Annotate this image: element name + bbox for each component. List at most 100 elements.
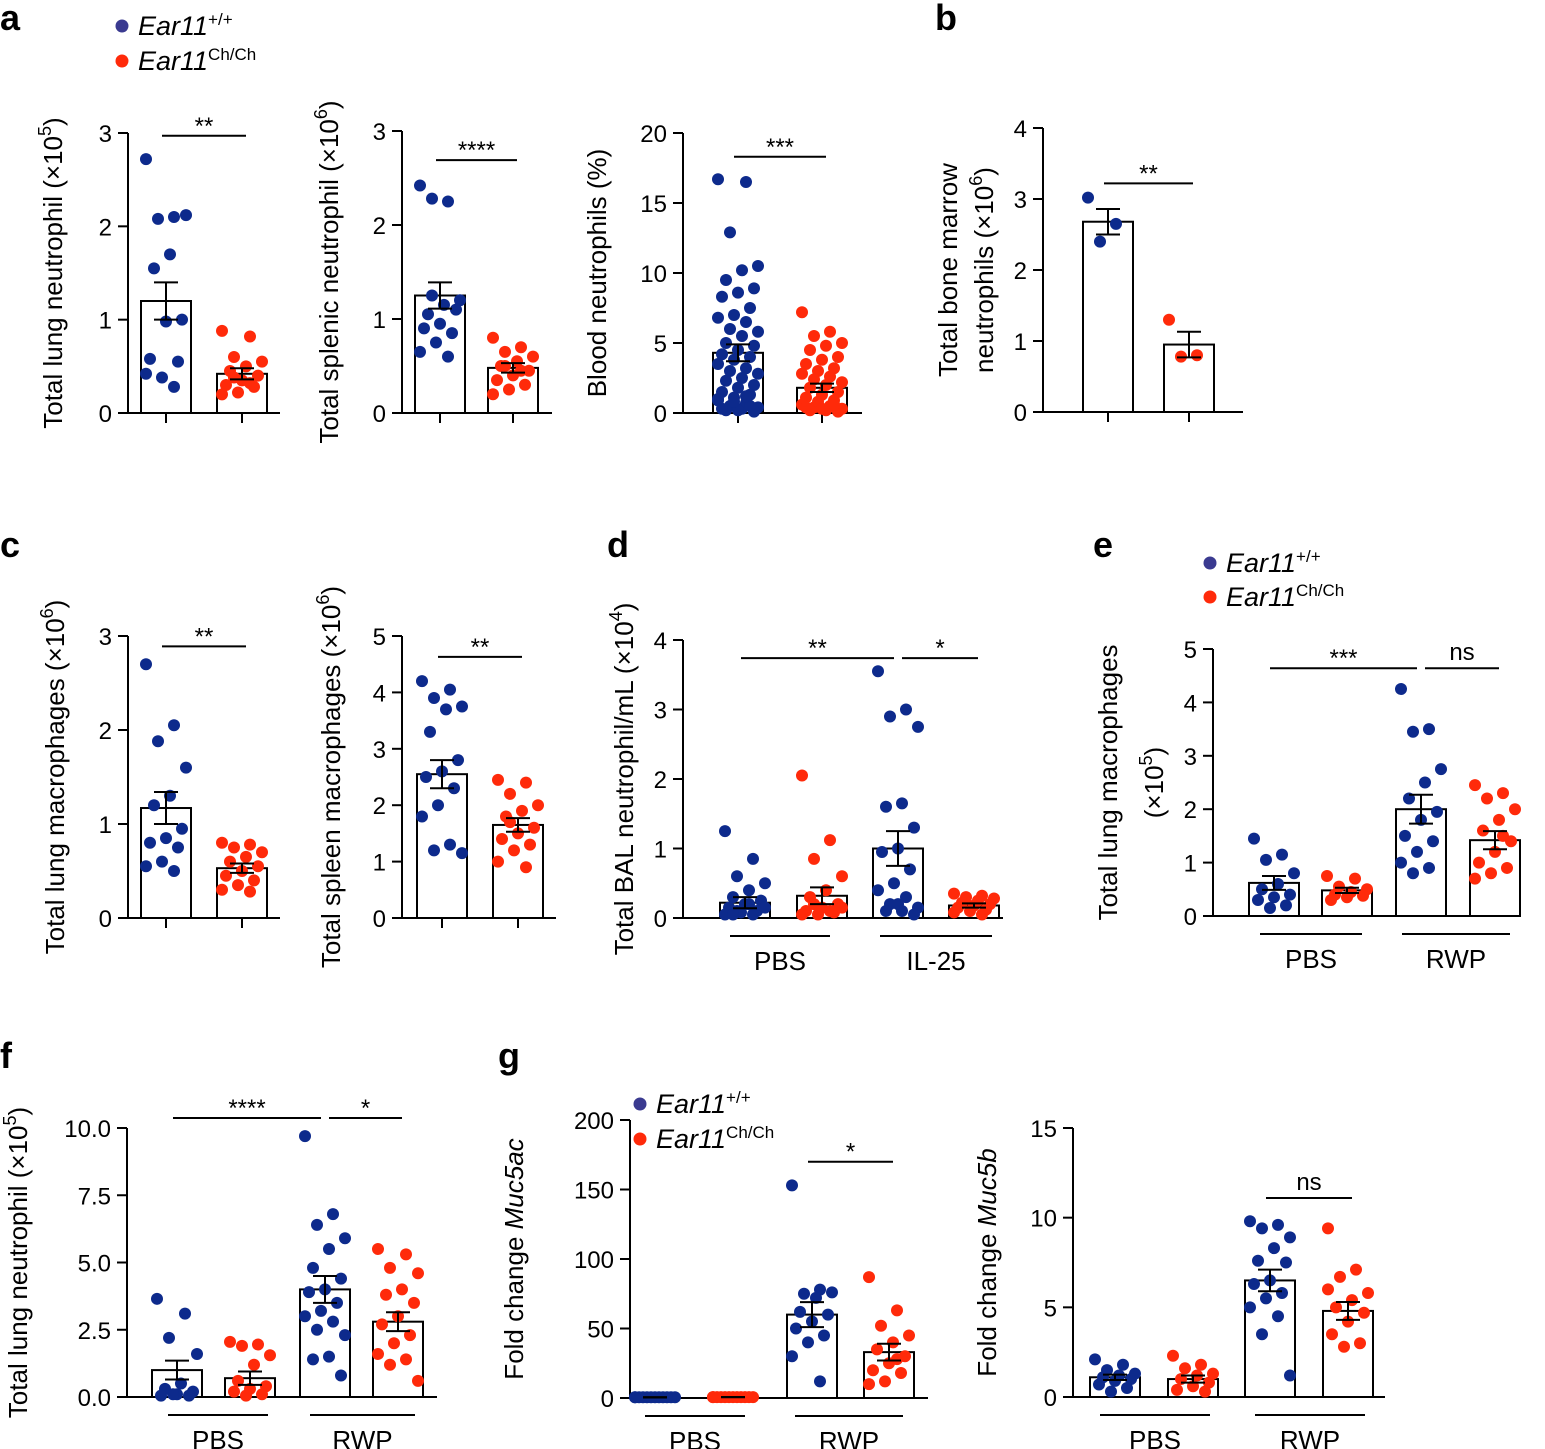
legend-marker-mut — [115, 54, 129, 68]
data-point — [515, 341, 527, 354]
data-point — [168, 865, 180, 877]
data-point — [216, 883, 228, 896]
data-point — [224, 1335, 236, 1348]
y-tick-label: 15 — [1030, 1116, 1057, 1143]
bar-group-mut — [1321, 869, 1373, 917]
data-point — [1321, 869, 1333, 882]
data-point — [800, 358, 812, 370]
data-point — [748, 339, 760, 352]
data-point — [804, 381, 816, 394]
y-tick-label: 2 — [1014, 258, 1027, 285]
data-point — [1497, 829, 1509, 842]
data-point — [818, 1329, 830, 1342]
data-point — [836, 376, 848, 389]
data-point — [1357, 889, 1369, 902]
data-point — [1341, 891, 1353, 904]
y-tick-label: 4 — [654, 628, 667, 655]
y-tick-label: 2.5 — [78, 1318, 111, 1345]
panel-letter-e: e — [1093, 524, 1113, 565]
y-tick-label: 1 — [373, 307, 386, 334]
y-tick-label: 0 — [654, 401, 667, 428]
data-point — [414, 345, 426, 358]
y-tick-label: 0 — [654, 906, 667, 933]
data-point — [1268, 1242, 1280, 1255]
y-tick-label: 3 — [373, 737, 386, 764]
legend-e: Ear11+/+Ear11Ch/Ch — [1203, 547, 1344, 612]
data-point — [1469, 872, 1481, 885]
data-point — [244, 330, 256, 343]
legend-label-mut: Ear11Ch/Ch — [138, 45, 256, 76]
data-point — [1089, 1353, 1101, 1366]
legend-g: Ear11+/+ Ear11Ch/Ch — [633, 1088, 774, 1154]
data-point — [1322, 1283, 1334, 1296]
data-point — [720, 274, 732, 286]
data-point — [1272, 1310, 1284, 1323]
data-point — [1338, 1340, 1350, 1353]
data-point — [891, 1304, 903, 1317]
data-point — [252, 369, 264, 382]
data-point — [816, 353, 828, 366]
legend-label-wt: Ear11+/+ — [1226, 547, 1321, 578]
legends: Ear11+/+Ear11Ch/ChEar11+/+Ear11Ch/ChEar1… — [115, 10, 1344, 1154]
data-point — [1407, 725, 1419, 738]
data-point — [1260, 1292, 1272, 1305]
significance-label: ** — [808, 635, 827, 662]
data-point — [744, 351, 756, 363]
data-point — [168, 211, 180, 223]
data-point — [228, 1385, 240, 1398]
data-point — [800, 401, 812, 414]
y-axis-label: Total lung neutrophil (×105) — [35, 117, 68, 428]
significance-label: * — [361, 1095, 370, 1122]
data-point — [720, 337, 732, 349]
data-point — [144, 836, 156, 849]
data-point — [1264, 901, 1276, 914]
data-point — [1272, 1218, 1284, 1231]
data-point — [1248, 832, 1260, 845]
chart-f: 0.0 2.5 5.0 7.5 10.0 Total lung neutrophil (×… — [0, 1095, 437, 1449]
data-point — [727, 908, 739, 921]
bar-group-mut — [796, 769, 848, 921]
legend-a: Ear11+/+ Ear11Ch/Ch — [115, 10, 256, 76]
y-tick-label: 5 — [1184, 637, 1197, 664]
data-point — [719, 825, 731, 838]
data-point — [731, 870, 743, 883]
data-point — [716, 290, 728, 303]
data-point — [891, 1353, 903, 1366]
data-point — [244, 885, 256, 898]
y-tick-label: 4 — [1014, 116, 1027, 143]
y-tick-label: 5.0 — [78, 1251, 111, 1278]
bar — [416, 773, 468, 919]
data-point — [732, 286, 744, 299]
data-point — [426, 289, 438, 302]
data-point — [810, 1291, 822, 1304]
data-point — [487, 331, 499, 344]
data-point — [908, 821, 920, 834]
bar-group-wt — [1244, 1215, 1296, 1399]
data-point — [140, 153, 152, 166]
data-point — [232, 1374, 244, 1387]
data-point — [152, 735, 164, 748]
data-point — [1284, 1231, 1296, 1244]
data-point — [826, 1286, 838, 1299]
data-point — [380, 1288, 392, 1301]
data-point — [160, 832, 172, 845]
y-tick-label: 3 — [99, 624, 112, 651]
y-tick-label: 0 — [1044, 1385, 1057, 1412]
chart-g2: 0 5 10 15 Fold change Muc5b PBS RWP ns — [972, 1116, 1385, 1449]
data-point — [796, 367, 808, 380]
significance-label: **** — [458, 137, 495, 164]
data-point — [1093, 1378, 1105, 1391]
legend-label-wt: Ear11+/+ — [138, 10, 233, 41]
y-tick-label: 15 — [640, 191, 667, 218]
data-point — [452, 754, 464, 767]
data-point — [442, 350, 454, 363]
data-point — [1431, 805, 1443, 818]
bar-group-wt — [872, 665, 924, 921]
data-point — [747, 852, 759, 865]
data-point — [299, 1130, 311, 1143]
data-point — [816, 402, 828, 415]
data-point — [1207, 1367, 1219, 1380]
data-point — [232, 386, 244, 399]
data-point — [519, 378, 531, 391]
data-point — [732, 381, 744, 394]
